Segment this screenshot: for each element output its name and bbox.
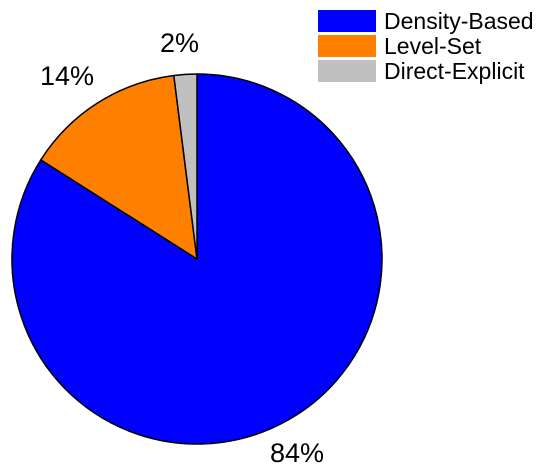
pie-percent-labels: 84% 14% 2% [40,28,324,468]
legend-swatch-direct-explicit [318,60,376,82]
pie-slices [11,73,383,445]
pie-label-direct-explicit: 2% [160,28,199,58]
legend-label-density-based: Density-Based [384,8,534,34]
pie-label-density-based: 84% [270,438,324,468]
legend-swatch-density-based [318,10,376,32]
pie-slice-level-set [40,74,198,260]
pie-slice-direct-explicit [173,73,198,260]
pie-label-level-set: 14% [40,61,94,91]
legend-label-level-set: Level-Set [384,33,482,59]
legend-label-direct-explicit: Direct-Explicit [384,58,525,84]
legend-swatch-level-set [318,35,376,57]
